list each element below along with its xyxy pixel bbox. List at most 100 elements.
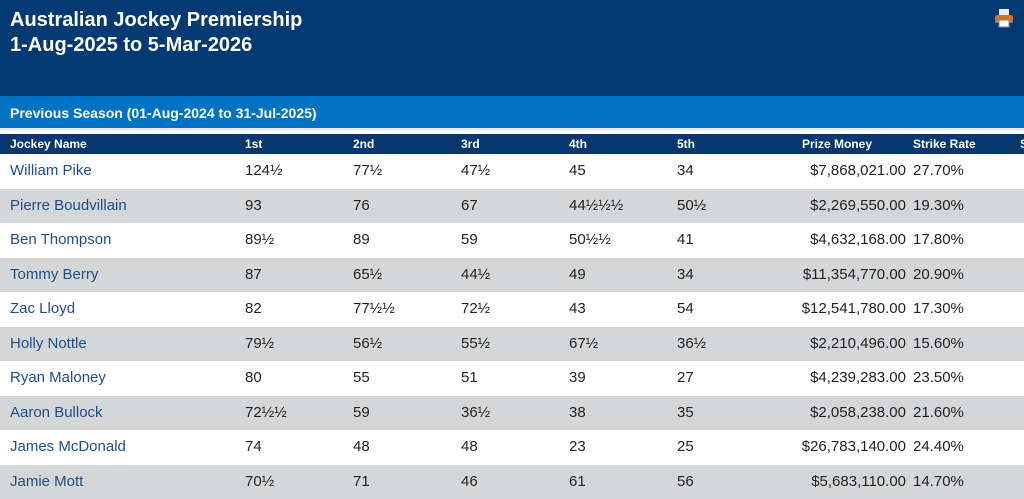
fourth-count: 39 [569,361,586,396]
first-count: 124½ [245,154,283,189]
third-count: 44½ [461,258,490,293]
third-count: 36½ [461,396,490,431]
fourth-count: 49 [569,258,586,293]
fourth-count: 45 [569,154,586,189]
third-count: 46 [461,465,478,499]
prize-money: $12,541,780.00 [802,292,906,327]
strike-rate: 19.30% [913,189,964,224]
third-count: 72½ [461,292,490,327]
second-count: 71 [353,465,370,499]
third-count: 47½ [461,154,490,189]
strike-rate: 15.60% [913,327,964,362]
first-count: 80 [245,361,262,396]
col-truncated[interactable]: S [1020,134,1024,154]
jockey-name-link[interactable]: Ryan Maloney [10,361,106,396]
page-title: Australian Jockey Premiership 1-Aug-2025… [10,8,302,58]
strike-rate: 27.70% [913,154,964,189]
page-header: Australian Jockey Premiership 1-Aug-2025… [0,0,1024,96]
strike-rate: 21.60% [913,396,964,431]
third-count: 67 [461,189,478,224]
fourth-count: 23 [569,430,586,465]
strike-rate: 23.50% [913,361,964,396]
second-count: 76 [353,189,370,224]
title-line-1: Australian Jockey Premiership [10,8,302,33]
strike-rate: 17.80% [913,223,964,258]
third-count: 51 [461,361,478,396]
jockey-name-link[interactable]: James McDonald [10,430,126,465]
second-count: 56½ [353,327,382,362]
fifth-count: 54 [677,292,694,327]
col-jockey-name[interactable]: Jockey Name [10,134,87,154]
strike-rate: 20.90% [913,258,964,293]
strike-rate: 17.30% [913,292,964,327]
second-count: 77½½ [353,292,395,327]
jockey-name-link[interactable]: Aaron Bullock [10,396,103,431]
prize-money: $7,868,021.00 [810,154,906,189]
prize-money: $5,683,110.00 [811,465,906,499]
prize-money: $26,783,140.00 [802,430,906,465]
fifth-count: 34 [677,258,694,293]
fifth-count: 35 [677,396,694,431]
second-count: 55 [353,361,370,396]
jockey-name-link[interactable]: Holly Nottle [10,327,87,362]
fourth-count: 38 [569,396,586,431]
fourth-count: 67½ [569,327,598,362]
third-count: 59 [461,223,478,258]
fifth-count: 56 [677,465,694,499]
first-count: 82 [245,292,262,327]
col-4th[interactable]: 4th [569,134,587,154]
strike-rate: 14.70% [913,465,964,499]
col-3rd[interactable]: 3rd [461,134,480,154]
second-count: 77½ [353,154,382,189]
second-count: 59 [353,396,370,431]
col-5th[interactable]: 5th [677,134,695,154]
first-count: 72½½ [245,396,287,431]
jockey-name-link[interactable]: Pierre Boudvillain [10,189,127,224]
first-count: 89½ [245,223,274,258]
first-count: 87 [245,258,262,293]
fourth-count: 50½½ [569,223,611,258]
second-count: 89 [353,223,370,258]
jockey-name-link[interactable]: Zac Lloyd [10,292,75,327]
fifth-count: 27 [677,361,694,396]
prize-money: $4,632,168.00 [810,223,906,258]
third-count: 48 [461,430,478,465]
table-header: Jockey Name 1st 2nd 3rd 4th 5th Prize Mo… [0,134,1024,154]
fourth-count: 61 [569,465,586,499]
fifth-count: 50½ [677,189,706,224]
col-prize-money[interactable]: Prize Money [802,134,872,154]
col-2nd[interactable]: 2nd [353,134,374,154]
jockey-name-link[interactable]: Tommy Berry [10,258,98,293]
jockey-name-link[interactable]: Ben Thompson [10,223,111,258]
title-date-range: 1-Aug-2025 to 5-Mar-2026 [10,33,302,58]
strike-rate: 24.40% [913,430,964,465]
prize-money: $2,210,496.00 [810,327,906,362]
print-icon[interactable] [993,8,1015,28]
jockey-name-link[interactable]: Jamie Mott [10,465,83,499]
fifth-count: 25 [677,430,694,465]
fifth-count: 36½ [677,327,706,362]
fourth-count: 43 [569,292,586,327]
second-count: 48 [353,430,370,465]
first-count: 79½ [245,327,274,362]
prize-money: $2,269,550.00 [810,189,906,224]
second-count: 65½ [353,258,382,293]
first-count: 74 [245,430,262,465]
previous-season-heading: Previous Season (01-Aug-2024 to 31-Jul-2… [0,96,1024,131]
col-strike-rate[interactable]: Strike Rate [913,134,976,154]
prize-money: $11,354,770.00 [803,258,906,293]
fifth-count: 41 [677,223,694,258]
jockey-name-link[interactable]: William Pike [10,154,92,189]
prize-money: $4,239,283.00 [810,361,906,396]
col-1st[interactable]: 1st [245,134,262,154]
prize-money: $2,058,238.00 [810,396,906,431]
first-count: 93 [245,189,262,224]
